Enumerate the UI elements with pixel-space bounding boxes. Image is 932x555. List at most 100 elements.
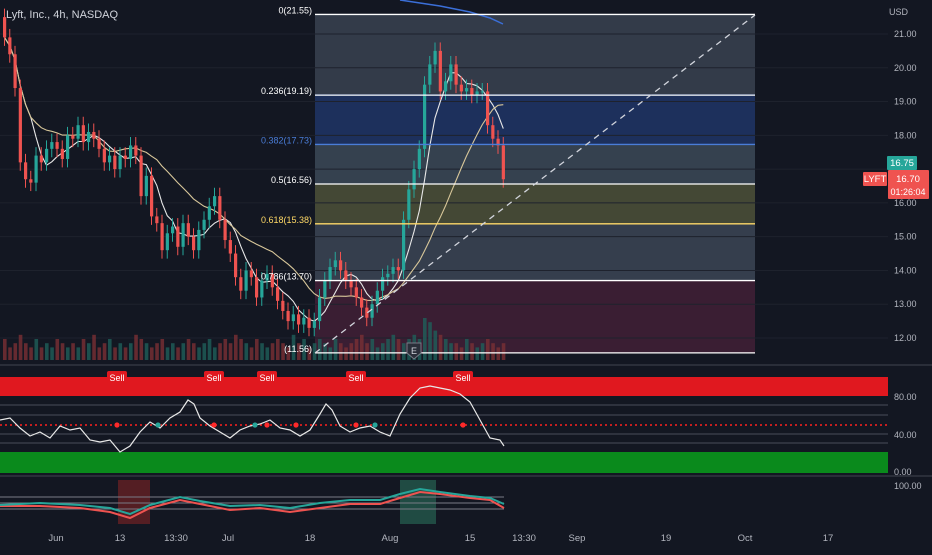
candle-body bbox=[113, 155, 117, 170]
candle-body bbox=[8, 37, 12, 55]
candle-body bbox=[375, 290, 379, 305]
time-axis-label: Jun bbox=[48, 533, 63, 544]
earnings-marker[interactable]: E bbox=[406, 342, 422, 360]
candle-body bbox=[486, 91, 490, 126]
candle-body bbox=[276, 287, 280, 301]
candle-body bbox=[29, 179, 33, 183]
candle-body bbox=[255, 277, 259, 298]
volume-bar bbox=[60, 343, 65, 360]
sell-signals: Sell Sell Sell Sell Sell bbox=[107, 371, 473, 383]
fib-trend-line[interactable] bbox=[314, 14, 756, 354]
overbought-band bbox=[0, 377, 888, 396]
candle-body bbox=[218, 196, 222, 220]
sell-signal-label: Sell bbox=[206, 373, 221, 383]
volume-bar bbox=[438, 334, 443, 360]
volume-bar bbox=[234, 334, 238, 360]
volume-bar bbox=[24, 343, 28, 360]
oscillator-scale[interactable]: 80.00 40.00 0.00 100.00 bbox=[894, 392, 922, 491]
volume-bar bbox=[18, 334, 23, 360]
volume-bar bbox=[391, 334, 396, 360]
candle-body bbox=[134, 145, 138, 156]
candle-body bbox=[391, 267, 395, 274]
price-scale-label: 12.00 bbox=[894, 333, 917, 343]
volume-bar bbox=[71, 343, 75, 360]
volume-bar bbox=[333, 339, 338, 360]
volume-bar bbox=[302, 339, 306, 360]
fib-retracement-zones[interactable] bbox=[315, 15, 755, 353]
candle-body bbox=[129, 145, 133, 159]
candle-body bbox=[34, 155, 38, 183]
volume-bar bbox=[255, 339, 259, 360]
candle-body bbox=[13, 54, 17, 89]
volume-bar bbox=[270, 343, 275, 360]
candle-body bbox=[165, 233, 169, 251]
time-axis-label: 13:30 bbox=[512, 533, 536, 544]
price-scale-label: 20.00 bbox=[894, 63, 917, 73]
candle-body bbox=[24, 162, 28, 180]
candle-body bbox=[108, 155, 112, 163]
sell-signal-label: Sell bbox=[259, 373, 274, 383]
sell-signal-badge bbox=[107, 371, 127, 383]
countdown-tag: 01:26:04 bbox=[890, 187, 925, 197]
candle-body bbox=[433, 50, 437, 65]
volume-bar bbox=[202, 343, 207, 360]
time-axis-label: 13 bbox=[115, 533, 126, 544]
candle-body bbox=[81, 125, 85, 143]
volume-bar bbox=[449, 343, 453, 360]
candle-body bbox=[349, 280, 353, 288]
candle-body bbox=[286, 310, 290, 322]
candlestick-series bbox=[3, 8, 505, 337]
volume-bar bbox=[323, 343, 327, 360]
price-scale-label: 19.00 bbox=[894, 97, 917, 107]
volume-bar bbox=[197, 347, 201, 360]
candle-body bbox=[39, 155, 43, 163]
bid-price-tag: 16.75 bbox=[890, 158, 914, 169]
oversold-band bbox=[0, 452, 888, 473]
candle-body bbox=[18, 88, 22, 163]
fib-level-label: 0.382(17.73) bbox=[261, 135, 312, 145]
sell-signal-badge bbox=[257, 371, 277, 383]
candle-body bbox=[386, 273, 390, 278]
fib-level-label: 0.236(19.19) bbox=[261, 86, 312, 96]
candle-body bbox=[260, 280, 264, 298]
currency-label: USD bbox=[888, 7, 908, 17]
candle-body bbox=[360, 297, 364, 308]
candle-body bbox=[412, 169, 416, 190]
candle-body bbox=[475, 91, 479, 95]
candle-body bbox=[270, 273, 274, 288]
sell-signal-label: Sell bbox=[455, 373, 470, 383]
fib-level-lines[interactable]: 0(21.55) 0.236(19.19) 0.382(17.73) 0.5(16.5… bbox=[261, 5, 755, 354]
sell-signal-label: Sell bbox=[109, 373, 124, 383]
oscillator-pane: Sell Sell Sell Sell Sell bbox=[0, 371, 888, 473]
volume-bar bbox=[486, 339, 490, 360]
candle-body bbox=[60, 148, 64, 159]
volume-bars bbox=[3, 318, 506, 360]
volume-bar bbox=[34, 339, 39, 360]
time-axis[interactable]: Jun 13 13:30 Jul 18 Aug 15 13:30 Sep 19 Oct 17 bbox=[48, 533, 833, 544]
volume-bar bbox=[501, 343, 506, 360]
time-axis-label: Jul bbox=[222, 533, 234, 544]
time-axis-label: Aug bbox=[382, 533, 399, 544]
candle-body bbox=[465, 88, 469, 92]
volume-bar bbox=[165, 347, 170, 360]
candle-body bbox=[97, 138, 101, 149]
symbol-title[interactable]: Lyft, Inc., 4h, NASDAQ bbox=[6, 9, 119, 21]
candle-body bbox=[213, 196, 217, 207]
osc-scale-0: 0.00 bbox=[894, 467, 912, 477]
price-grid bbox=[0, 33, 888, 339]
volume-bar bbox=[249, 347, 254, 360]
volume-bar bbox=[192, 343, 196, 360]
candle-body bbox=[123, 155, 127, 159]
candle-body bbox=[186, 223, 190, 237]
price-scale-label: 14.00 bbox=[894, 265, 917, 275]
volume-bar bbox=[386, 339, 390, 360]
oscillator-signal-dot bbox=[460, 422, 466, 428]
volume-bar bbox=[160, 339, 165, 360]
candle-body bbox=[144, 175, 148, 197]
candle-body bbox=[50, 142, 54, 149]
volume-bar bbox=[92, 334, 96, 360]
volume-bar bbox=[123, 347, 128, 360]
candle-body bbox=[197, 229, 201, 251]
